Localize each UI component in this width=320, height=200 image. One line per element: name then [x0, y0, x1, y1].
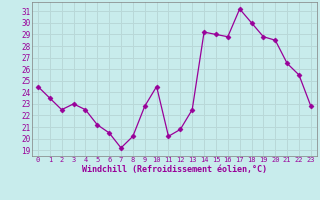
X-axis label: Windchill (Refroidissement éolien,°C): Windchill (Refroidissement éolien,°C): [82, 165, 267, 174]
